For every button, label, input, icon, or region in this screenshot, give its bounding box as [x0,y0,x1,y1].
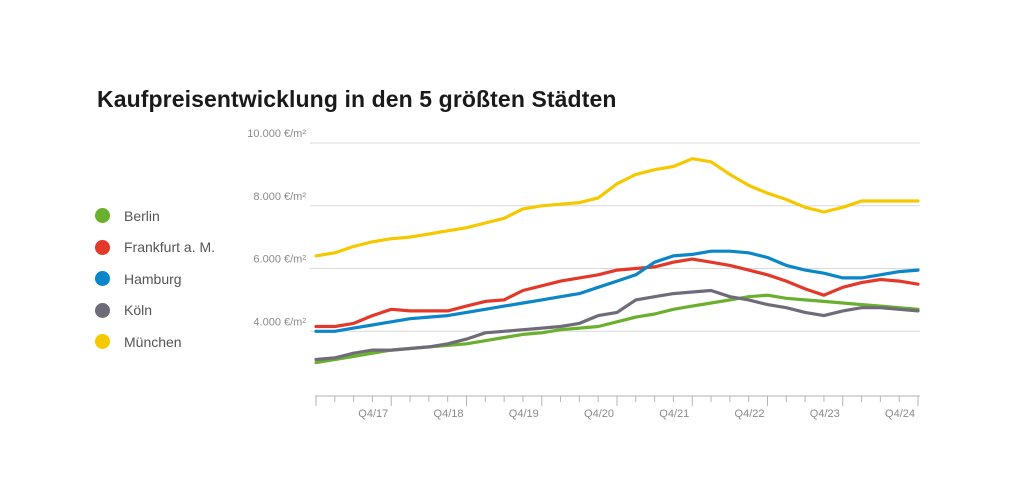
series-line-hamburg [314,249,920,333]
series-line-köln [314,288,920,362]
y-tick-label: 4.000 €/m² [253,316,306,328]
legend: Berlin Frankfurt a. M. Hamburg Köln Münc… [95,200,215,358]
y-tick-label: 8.000 €/m² [253,191,306,203]
legend-item-berlin: Berlin [95,200,215,232]
legend-swatch-frankfurt [95,239,110,255]
x-tick-labels: Q4/17 Q4/18 Q4/19 Q4/20 Q4/21 Q4/22 Q4/23 Q4/24 [358,408,915,420]
series-line-frankfurt-a-m [314,257,920,329]
legend-item-koeln: Köln [95,295,215,327]
legend-item-muenchen: München [95,326,215,358]
series-line-berlin [314,293,920,365]
x-tick-label: Q4/19 [509,408,539,420]
legend-label-koeln: Köln [124,302,153,319]
legend-label-hamburg: Hamburg [124,270,182,287]
series-lines [314,157,920,365]
grid-lines [310,142,920,332]
x-tick-label: Q4/24 [885,408,915,420]
x-tick-label: Q4/21 [659,408,689,420]
legend-swatch-koeln [95,302,110,318]
legend-item-frankfurt: Frankfurt a. M. [95,232,215,264]
x-tick-label: Q4/23 [810,408,840,420]
x-tick-label: Q4/17 [358,408,388,420]
legend-item-hamburg: Hamburg [95,263,215,295]
x-tick-label: Q4/18 [434,408,464,420]
series-line-münchen [314,157,920,258]
legend-label-berlin: Berlin [124,207,160,224]
x-tick-label: Q4/20 [584,408,614,420]
legend-label-frankfurt: Frankfurt a. M. [124,239,216,256]
legend-swatch-berlin [95,208,110,224]
y-tick-labels: 10.000 €/m² 8.000 €/m² 6.000 €/m² 4.000 €/m… [247,128,306,328]
chart-title: Kaufpreisentwicklung in den 5 größten St… [97,86,617,112]
y-tick-label: 10.000 €/m² [247,128,306,140]
legend-label-muenchen: München [124,333,182,350]
x-axis [315,395,920,406]
legend-swatch-muenchen [95,334,110,350]
x-tick-label: Q4/22 [735,408,765,420]
legend-swatch-hamburg [95,271,110,287]
y-tick-label: 6.000 €/m² [253,254,306,266]
